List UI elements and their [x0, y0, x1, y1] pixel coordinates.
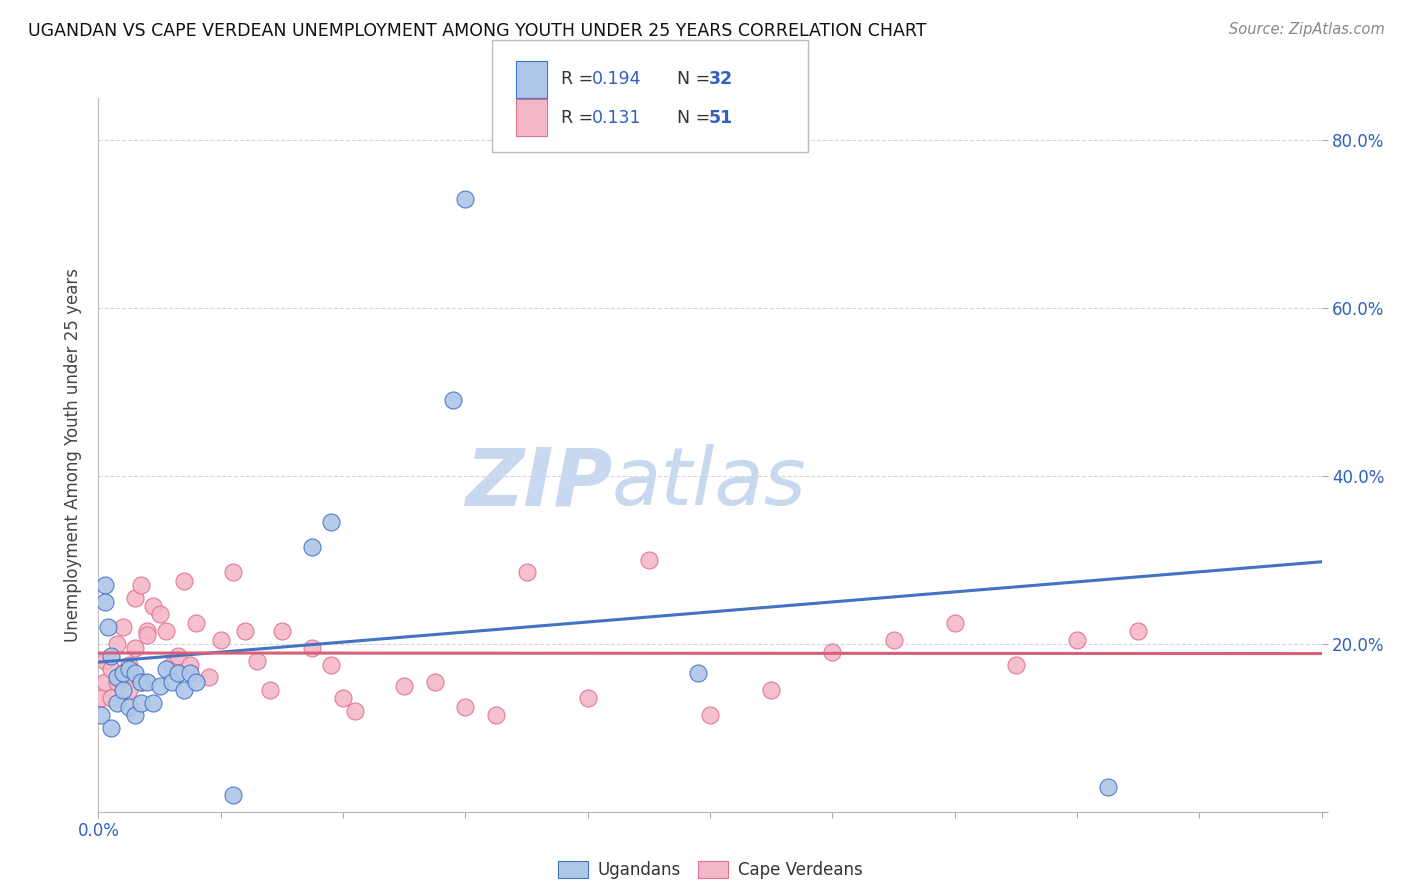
Point — [233, 624, 256, 639]
Point — [149, 679, 172, 693]
Point — [93, 578, 115, 592]
Point — [197, 670, 219, 684]
Point — [160, 657, 183, 672]
Point — [576, 691, 599, 706]
Point — [90, 691, 112, 706]
Point — [222, 566, 245, 580]
Text: R =: R = — [561, 70, 599, 88]
Point — [118, 657, 141, 672]
Point — [124, 591, 146, 605]
Point — [423, 674, 446, 689]
Point — [100, 721, 122, 735]
Point — [883, 632, 905, 647]
Text: atlas: atlas — [612, 444, 807, 523]
Point — [637, 553, 661, 567]
Point — [454, 699, 477, 714]
Point — [105, 637, 128, 651]
Point — [759, 683, 782, 698]
Point — [111, 666, 134, 681]
Text: UGANDAN VS CAPE VERDEAN UNEMPLOYMENT AMONG YOUTH UNDER 25 YEARS CORRELATION CHAR: UGANDAN VS CAPE VERDEAN UNEMPLOYMENT AMO… — [28, 22, 927, 40]
Point — [167, 666, 190, 681]
Point — [105, 696, 128, 710]
Point — [111, 620, 134, 634]
Point — [821, 645, 844, 659]
Point — [1004, 657, 1026, 672]
Point — [129, 696, 152, 710]
Point — [246, 654, 269, 668]
Point — [1097, 780, 1119, 794]
Point — [105, 670, 128, 684]
Point — [118, 662, 141, 676]
Point — [454, 192, 477, 206]
Point — [179, 666, 201, 681]
Point — [105, 674, 128, 689]
Point — [173, 683, 195, 698]
Point — [124, 666, 146, 681]
Point — [186, 674, 208, 689]
Point — [97, 620, 120, 634]
Point — [149, 607, 172, 622]
Point — [136, 674, 159, 689]
Point — [129, 674, 152, 689]
Point — [93, 595, 115, 609]
Point — [155, 624, 177, 639]
Point — [344, 704, 367, 718]
Point — [259, 683, 281, 698]
Text: R =: R = — [561, 109, 599, 127]
Text: 0.194: 0.194 — [592, 70, 641, 88]
Y-axis label: Unemployment Among Youth under 25 years: Unemployment Among Youth under 25 years — [65, 268, 83, 642]
Point — [270, 624, 292, 639]
Point — [186, 615, 208, 630]
Point — [136, 624, 159, 639]
Legend: Ugandans, Cape Verdeans: Ugandans, Cape Verdeans — [551, 854, 869, 886]
Point — [100, 691, 122, 706]
Text: Source: ZipAtlas.com: Source: ZipAtlas.com — [1229, 22, 1385, 37]
Point — [100, 649, 122, 664]
Point — [392, 679, 416, 693]
Point — [129, 674, 152, 689]
Point — [129, 578, 152, 592]
Point — [485, 708, 508, 723]
Point — [90, 708, 112, 723]
Point — [142, 599, 165, 613]
Text: 0.131: 0.131 — [592, 109, 641, 127]
Point — [142, 696, 165, 710]
Point — [160, 674, 183, 689]
Text: N =: N = — [666, 70, 716, 88]
Point — [1066, 632, 1088, 647]
Point — [111, 666, 134, 681]
Point — [136, 628, 159, 642]
Point — [319, 515, 342, 529]
Point — [118, 699, 141, 714]
Text: N =: N = — [666, 109, 716, 127]
Point — [301, 640, 323, 655]
Point — [118, 683, 141, 698]
Text: ZIP: ZIP — [465, 444, 612, 523]
Point — [699, 708, 721, 723]
Point — [93, 654, 115, 668]
Point — [332, 691, 354, 706]
Text: 51: 51 — [709, 109, 733, 127]
Point — [1128, 624, 1150, 639]
Point — [319, 657, 342, 672]
Point — [179, 657, 201, 672]
Point — [167, 649, 190, 664]
Point — [516, 566, 538, 580]
Point — [943, 615, 966, 630]
Point — [686, 666, 709, 681]
Point — [124, 708, 146, 723]
Point — [441, 393, 464, 408]
Text: 32: 32 — [709, 70, 733, 88]
Point — [93, 674, 115, 689]
Point — [100, 662, 122, 676]
Point — [209, 632, 232, 647]
Point — [111, 683, 134, 698]
Point — [301, 541, 323, 555]
Point — [222, 788, 245, 802]
Point — [155, 662, 177, 676]
Point — [173, 574, 195, 588]
Point — [124, 640, 146, 655]
